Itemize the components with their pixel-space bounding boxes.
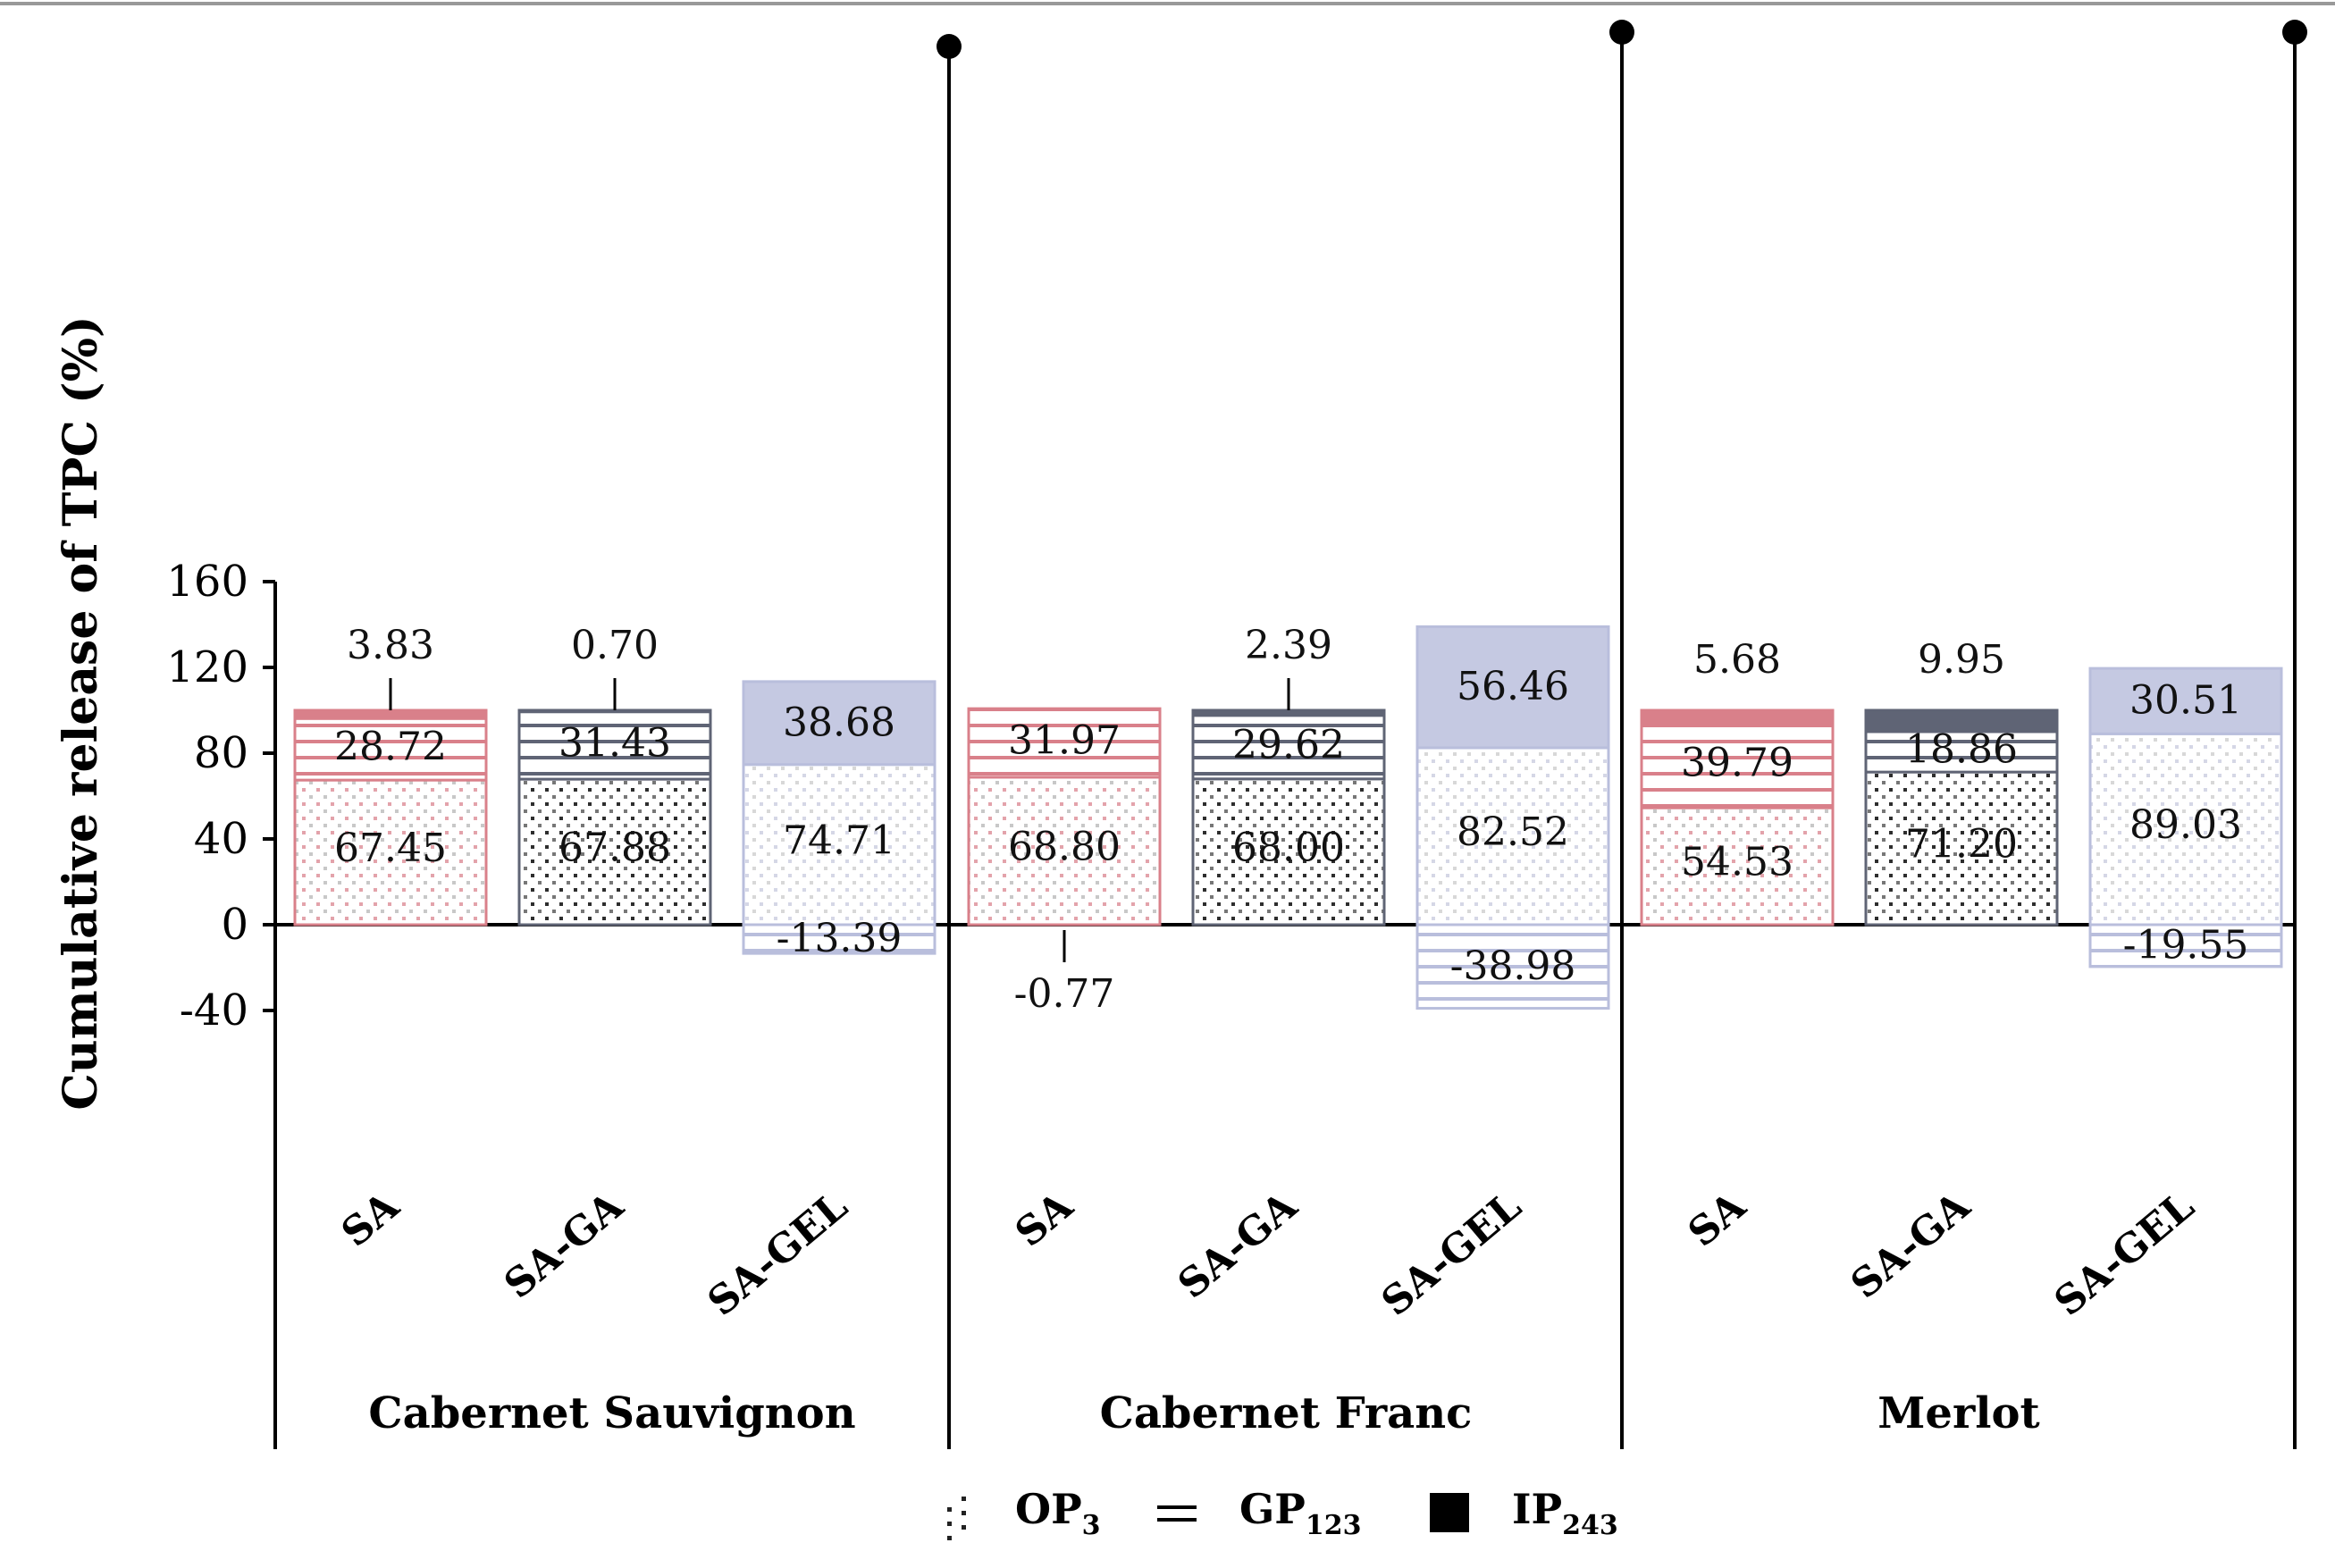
legend: OP3 GP123 IP243 xyxy=(947,1485,1618,1541)
value-label-op: 74.71 xyxy=(783,818,895,863)
y-tick-label: 0 xyxy=(221,900,248,950)
bar-segment-gp xyxy=(293,717,488,782)
category-label: SA-GA xyxy=(1170,1183,1306,1308)
value-label-op: 67.45 xyxy=(334,826,447,871)
value-label-op: 54.53 xyxy=(1681,840,1793,885)
bar-segment-op xyxy=(517,777,712,927)
legend-label: IP243 xyxy=(1512,1485,1618,1541)
bar-segment-gp xyxy=(1415,923,1610,1010)
bar-segment-gp xyxy=(742,923,937,955)
bar-segment-op xyxy=(1191,777,1386,927)
value-label-gp: 29.62 xyxy=(1232,722,1345,767)
legend-symbol-solid xyxy=(1430,1493,1469,1532)
category-label: SA-GEL xyxy=(1373,1183,1530,1325)
separator-marker xyxy=(2282,20,2307,45)
bar-segment-gp xyxy=(2088,923,2283,968)
y-tick-label: -40 xyxy=(180,985,248,1036)
value-label-ip: 56.46 xyxy=(1457,664,1569,709)
value-label-op: 68.00 xyxy=(1232,825,1345,870)
value-label-gp: -19.55 xyxy=(2123,922,2249,968)
labels: 67.45 28.72 3.83 SA 67.88 31.43 0.70 SA-GA 74.71… xyxy=(333,623,2249,1438)
value-label-gp: -38.98 xyxy=(1450,943,1576,989)
legend-label: OP3 xyxy=(1015,1485,1101,1541)
value-label-gp: 39.79 xyxy=(1681,740,1793,785)
value-label-op: 82.52 xyxy=(1457,809,1569,855)
legend-label: GP123 xyxy=(1239,1485,1362,1541)
value-label-gp: 18.86 xyxy=(1905,726,2018,772)
bar-segment-gp xyxy=(967,707,1162,779)
bar-segment-ip xyxy=(742,680,937,767)
category-label: SA xyxy=(333,1183,408,1256)
bar-segment-gp xyxy=(1864,730,2059,774)
bar-segment-op xyxy=(1864,770,2059,927)
bar-segment-op xyxy=(742,763,937,927)
value-label-ip: 38.68 xyxy=(783,700,895,745)
value-label-gp: 28.72 xyxy=(334,725,447,770)
category-label: SA xyxy=(1680,1183,1755,1256)
bar-segment-ip xyxy=(1191,709,1386,717)
y-tick-label: 40 xyxy=(194,814,248,864)
category-label: SA-GA xyxy=(496,1183,633,1308)
legend-symbol-dots xyxy=(947,1497,966,1540)
bar-segment-ip xyxy=(1864,709,2059,734)
bar-segment-ip xyxy=(2088,667,2283,735)
value-label-ip: 3.83 xyxy=(347,623,434,668)
value-label-ip: -0.77 xyxy=(1014,971,1115,1017)
category-label: SA-GA xyxy=(1843,1183,1979,1308)
value-label-ip: 2.39 xyxy=(1245,623,1332,668)
bars xyxy=(293,625,2283,1010)
y-axis-label: Cumulative release of TPC (%) xyxy=(54,315,108,1110)
value-label-op: 71.20 xyxy=(1905,822,2018,868)
value-label-op: 67.88 xyxy=(559,826,671,871)
bar-segment-ip xyxy=(1415,625,1610,750)
group-label: Cabernet Sauvignon xyxy=(368,1388,855,1438)
bar-segment-gp xyxy=(1191,714,1386,781)
y-tick-label: 80 xyxy=(194,728,248,778)
value-label-gp: 31.43 xyxy=(559,720,671,766)
bar-segment-op xyxy=(2088,732,2283,927)
value-label-op: 68.80 xyxy=(1008,824,1121,869)
group-label: Merlot xyxy=(1877,1388,2039,1438)
legend-symbol-stripes xyxy=(1157,1505,1197,1522)
value-label-gp: -13.39 xyxy=(777,916,903,961)
separator-marker xyxy=(937,34,962,59)
value-label-op: 89.03 xyxy=(2129,802,2242,848)
value-label-ip: 30.51 xyxy=(2129,678,2242,724)
bar-segment-ip xyxy=(517,709,712,714)
value-label-ip: 9.95 xyxy=(1918,637,2005,683)
category-label: SA-GEL xyxy=(700,1183,856,1325)
category-label: SA-GEL xyxy=(2046,1183,2203,1325)
value-label-gp: 31.97 xyxy=(1008,718,1121,764)
value-label-ip: 0.70 xyxy=(571,623,659,668)
bar-segment-ip xyxy=(293,709,488,720)
bar-segment-ip xyxy=(1640,709,1835,725)
y-tick-label: 160 xyxy=(166,557,248,607)
group-label: Cabernet Franc xyxy=(1100,1388,1473,1438)
category-label: SA xyxy=(1007,1183,1082,1256)
y-tick-label: 120 xyxy=(166,642,248,692)
value-label-ip: 5.68 xyxy=(1693,637,1781,683)
separator-marker xyxy=(1609,20,1634,45)
